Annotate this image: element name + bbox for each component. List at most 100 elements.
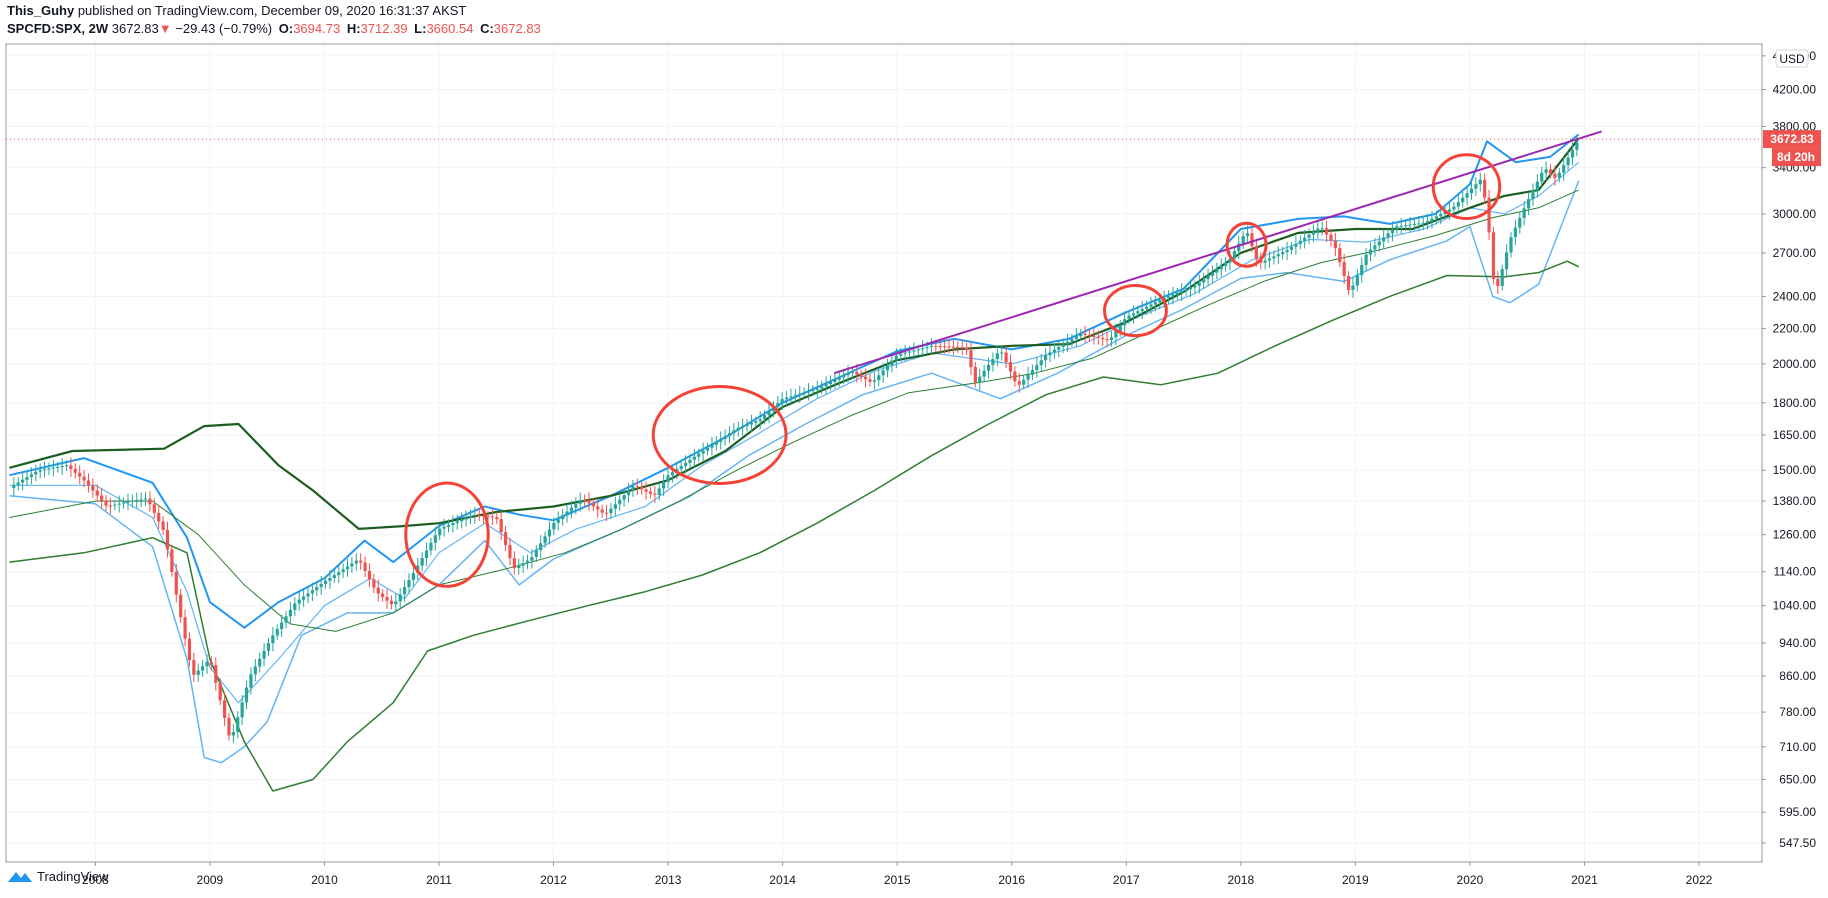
candle-up bbox=[732, 430, 736, 434]
candle-down bbox=[1496, 278, 1500, 286]
candle-up bbox=[754, 421, 758, 423]
low-label: L: bbox=[414, 21, 427, 36]
candle-down bbox=[600, 509, 604, 513]
candle-down bbox=[482, 515, 486, 517]
candle-up bbox=[446, 524, 451, 527]
candle-up bbox=[1351, 285, 1355, 290]
candle-up bbox=[1276, 254, 1280, 257]
candle-up bbox=[394, 601, 398, 605]
time-axis[interactable]: 2008 2009 2010 2011 2012 2013 2014 2015 2016 2017… bbox=[82, 862, 1713, 887]
candle-up bbox=[780, 399, 784, 404]
candle-up bbox=[1118, 325, 1122, 332]
candle-down bbox=[1548, 169, 1553, 174]
candle-up bbox=[842, 375, 846, 378]
candle-up bbox=[1575, 142, 1579, 150]
symbol-label[interactable]: SPCFD:SPX, 2W bbox=[7, 21, 109, 36]
candle-up bbox=[907, 351, 912, 353]
candle-up bbox=[306, 593, 310, 597]
candle-up bbox=[1000, 352, 1004, 354]
candle-down bbox=[1342, 262, 1346, 277]
candle-up bbox=[297, 599, 301, 604]
candle-down bbox=[1329, 234, 1333, 241]
candle-down bbox=[653, 493, 657, 495]
candle-up bbox=[534, 550, 538, 557]
candle-down bbox=[165, 529, 170, 550]
candle-up bbox=[1272, 256, 1276, 259]
candle-up bbox=[719, 438, 723, 442]
candle-up bbox=[1109, 337, 1114, 341]
candle-down bbox=[964, 347, 969, 351]
candle-up bbox=[139, 499, 143, 501]
candle-down bbox=[187, 638, 192, 661]
candle-up bbox=[1368, 249, 1373, 255]
candle-up bbox=[38, 469, 42, 472]
price-axis[interactable]: 4600.004200.003800.003400.003000.002700.… bbox=[1762, 49, 1816, 850]
annotation-ellipse bbox=[651, 385, 788, 485]
footer-brand[interactable]: TradingView bbox=[7, 868, 109, 884]
candle-up bbox=[1030, 369, 1035, 375]
y-tick-label: 1040.00 bbox=[1773, 599, 1817, 613]
candle-down bbox=[859, 374, 863, 377]
candle-up bbox=[60, 466, 64, 468]
candle-up bbox=[1447, 209, 1452, 212]
candle-down bbox=[956, 346, 960, 348]
y-tick-label: 940.00 bbox=[1779, 636, 1816, 650]
candle-up bbox=[912, 350, 916, 352]
candle-up bbox=[776, 403, 780, 408]
candle-up bbox=[460, 519, 464, 522]
candle-up bbox=[1180, 291, 1184, 293]
candle-down bbox=[179, 594, 183, 618]
candle-up bbox=[113, 504, 117, 506]
candle-up bbox=[626, 490, 631, 496]
currency-badge[interactable]: USD bbox=[1775, 49, 1809, 68]
candle-up bbox=[1307, 234, 1311, 238]
candle-up bbox=[1364, 254, 1368, 265]
countdown-tag-text: 8d 20h bbox=[1777, 150, 1815, 164]
candle-up bbox=[1061, 344, 1065, 347]
candle-up bbox=[302, 596, 306, 600]
candle-down bbox=[363, 562, 367, 571]
y-tick-label: 547.50 bbox=[1779, 836, 1816, 850]
candle-down bbox=[100, 495, 104, 501]
candle-up bbox=[899, 353, 903, 356]
y-tick-label: 3800.00 bbox=[1773, 120, 1817, 134]
candles-layer bbox=[12, 135, 1579, 744]
band-lower_light bbox=[9, 180, 1580, 764]
candle-up bbox=[262, 650, 266, 659]
y-tick-label: 2400.00 bbox=[1773, 289, 1817, 303]
candle-up bbox=[407, 580, 411, 588]
candle-up bbox=[1219, 265, 1223, 270]
candle-up bbox=[135, 499, 139, 501]
high-value: 3712.39 bbox=[360, 21, 408, 36]
band-lower_outer bbox=[9, 260, 1580, 792]
candle-down bbox=[359, 560, 363, 563]
candle-up bbox=[705, 447, 710, 451]
candle-up bbox=[1505, 252, 1509, 270]
candle-up bbox=[622, 495, 626, 500]
candle-up bbox=[758, 419, 762, 422]
candle-up bbox=[1513, 227, 1517, 238]
candle-up bbox=[609, 508, 613, 514]
candle-up bbox=[662, 481, 666, 489]
x-tick-label: 2012 bbox=[540, 873, 567, 887]
candle-up bbox=[1065, 341, 1070, 345]
ohlc-legend: SPCFD:SPX, 2W 3672.83▼ −29.43 (−0.79%) O… bbox=[7, 21, 541, 36]
candle-up bbox=[1421, 222, 1425, 224]
candle-up bbox=[1377, 241, 1381, 246]
candle-up bbox=[1390, 229, 1395, 234]
candle-down bbox=[951, 346, 956, 348]
candle-up bbox=[745, 424, 749, 427]
candle-down bbox=[1250, 233, 1254, 247]
candle-up bbox=[565, 511, 569, 516]
candle-up bbox=[552, 522, 556, 530]
x-tick-label: 2019 bbox=[1342, 873, 1369, 887]
candle-up bbox=[741, 426, 745, 428]
candle-up bbox=[789, 396, 793, 398]
candle-up bbox=[143, 498, 148, 500]
candle-up bbox=[1039, 360, 1043, 366]
author-name[interactable]: This_Guhy bbox=[7, 3, 75, 18]
candle-up bbox=[1562, 165, 1566, 173]
candle-down bbox=[1333, 240, 1337, 249]
candle-up bbox=[820, 386, 824, 389]
